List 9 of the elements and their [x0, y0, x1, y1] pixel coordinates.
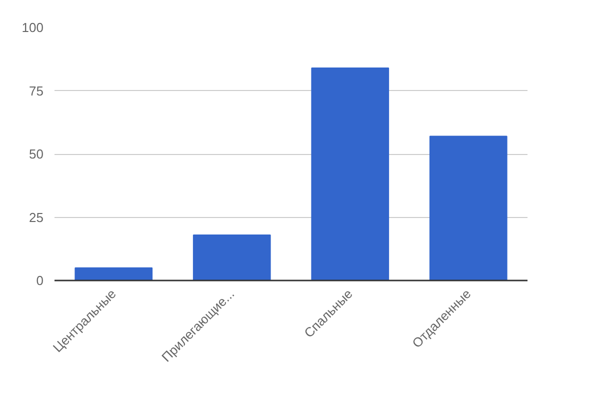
- y-tick-label: 0: [36, 273, 44, 288]
- bar: [311, 67, 390, 280]
- bar: [74, 267, 153, 280]
- y-tick-label: 75: [29, 83, 44, 98]
- y-tick-label: 25: [29, 210, 44, 225]
- bar: [192, 234, 271, 280]
- y-tick-label: 50: [29, 146, 44, 162]
- y-tick-label: 100: [22, 20, 44, 35]
- bar: [429, 136, 508, 280]
